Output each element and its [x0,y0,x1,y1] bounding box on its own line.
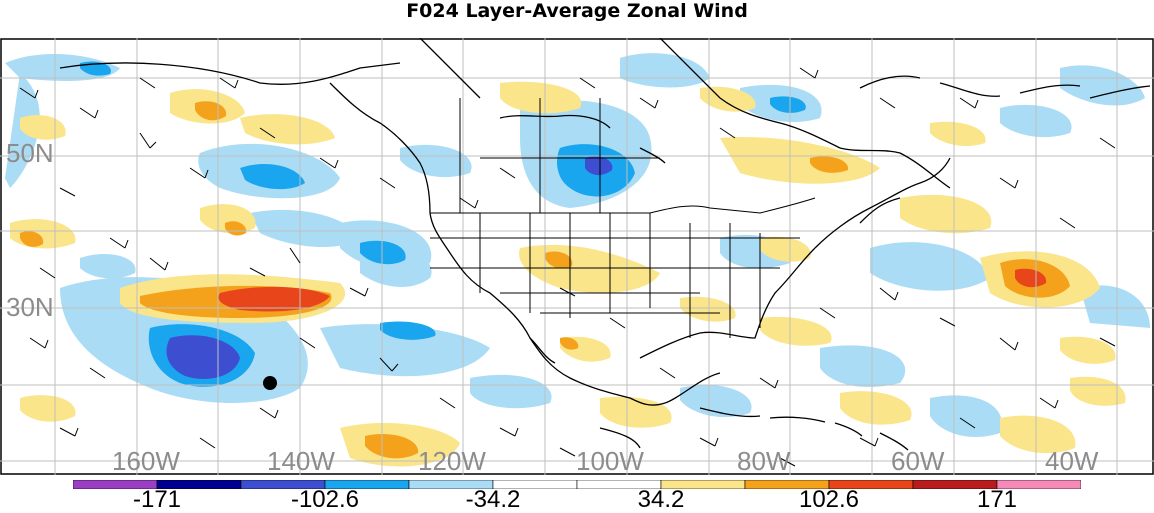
positive-wind-strong-areas [218,268,1047,312]
negative-wind-strong-areas [166,156,613,379]
legend-color-bar [73,480,1081,489]
legend-label: -102.6 [290,486,360,513]
lon-label-100w: 100W [576,446,644,476]
lon-label-40w: 40W [1045,446,1099,476]
lon-label-160w: 160W [112,446,180,476]
legend-swatch [996,480,1081,489]
lon-label-140w: 140W [267,446,335,476]
lat-lon-grid [0,38,1154,475]
legend-label: -171 [132,486,182,513]
lon-label-60w: 60W [891,446,945,476]
state-borders [430,98,816,338]
wind-map-canvas [0,38,1154,475]
color-legend [73,480,1081,489]
legend-label: 171 [976,486,1018,513]
wind-barbs [19,67,1116,467]
legend-label: 34.2 [637,486,685,513]
lat-label-50n: 50N [6,138,54,168]
legend-label: 102.6 [798,486,860,513]
map-panel[interactable]: 50N 30N 160W 140W 120W 100W 80W 60W 40W [0,38,1154,475]
lon-label-80w: 80W [737,446,791,476]
negative-wind-light-areas [5,53,1150,437]
map-title: F024 Layer-Average Zonal Wind [406,0,748,22]
location-marker [263,376,277,390]
legend-label: -34.2 [465,486,521,513]
lat-label-30n: 30N [6,292,54,322]
coastlines [59,38,1151,451]
lon-label-120w: 120W [418,446,486,476]
